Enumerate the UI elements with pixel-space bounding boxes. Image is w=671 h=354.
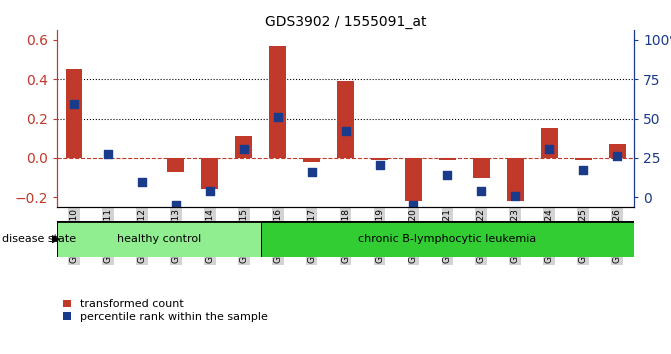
Point bbox=[510, 194, 521, 199]
Point bbox=[408, 202, 419, 208]
Bar bbox=[473, 158, 490, 178]
Point bbox=[544, 146, 555, 152]
Point bbox=[476, 188, 486, 194]
Legend: transformed count, percentile rank within the sample: transformed count, percentile rank withi… bbox=[62, 299, 268, 321]
Text: ▶: ▶ bbox=[52, 234, 60, 244]
Point bbox=[238, 146, 249, 152]
Bar bbox=[541, 129, 558, 158]
Bar bbox=[507, 158, 524, 201]
Bar bbox=[337, 81, 354, 158]
Bar bbox=[236, 136, 252, 158]
Bar bbox=[269, 46, 286, 158]
Bar bbox=[57, 221, 261, 257]
Bar bbox=[167, 158, 185, 172]
Title: GDS3902 / 1555091_at: GDS3902 / 1555091_at bbox=[265, 15, 426, 29]
Point bbox=[136, 179, 147, 185]
Bar bbox=[303, 158, 320, 162]
Point bbox=[340, 128, 351, 134]
Point bbox=[103, 151, 113, 157]
Bar bbox=[201, 158, 218, 189]
Point bbox=[205, 188, 215, 194]
Text: chronic B-lymphocytic leukemia: chronic B-lymphocytic leukemia bbox=[358, 234, 537, 244]
Point bbox=[442, 172, 453, 178]
Text: healthy control: healthy control bbox=[117, 234, 201, 244]
Bar bbox=[66, 69, 83, 158]
Bar bbox=[371, 158, 388, 160]
Bar bbox=[439, 158, 456, 160]
Point bbox=[612, 153, 623, 159]
Bar bbox=[574, 158, 592, 160]
Bar bbox=[261, 221, 634, 257]
Point bbox=[272, 114, 283, 120]
Bar bbox=[405, 158, 422, 201]
Point bbox=[374, 162, 385, 167]
Text: disease state: disease state bbox=[2, 234, 76, 244]
Bar bbox=[609, 144, 625, 158]
Point bbox=[68, 102, 79, 107]
Point bbox=[578, 167, 588, 173]
Point bbox=[170, 202, 181, 208]
Point bbox=[306, 169, 317, 175]
